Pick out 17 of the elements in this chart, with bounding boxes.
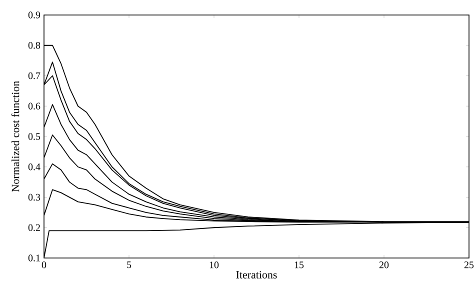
x-axis-title: Iterations xyxy=(236,271,277,278)
y-tick-label: 0.9 xyxy=(28,12,40,18)
y-tick-label: 0.4 xyxy=(28,163,40,170)
y-tick-label: 0.3 xyxy=(28,194,40,201)
y-tick-label: 0.6 xyxy=(28,102,40,110)
x-tick-label: 10 xyxy=(210,262,219,268)
x-tick-label: 5 xyxy=(127,262,132,268)
y-tick-label: 0.8 xyxy=(28,42,40,49)
x-tick-label: 25 xyxy=(464,262,474,268)
y-tick-label: 0.7 xyxy=(28,72,40,80)
x-tick-label: 20 xyxy=(379,262,389,268)
y-tick-label: 0.5 xyxy=(28,133,40,140)
x-tick-label: 15 xyxy=(294,262,304,268)
y-tick-label: 0.1 xyxy=(28,254,40,262)
x-tick-label: 0 xyxy=(42,262,46,268)
y-tick-label: 0.2 xyxy=(28,224,40,232)
y-axis-title: Normalized cost function xyxy=(11,80,20,192)
